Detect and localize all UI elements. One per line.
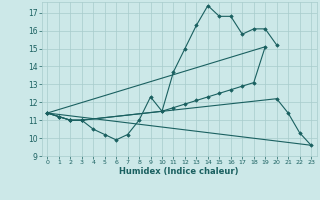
X-axis label: Humidex (Indice chaleur): Humidex (Indice chaleur) — [119, 167, 239, 176]
